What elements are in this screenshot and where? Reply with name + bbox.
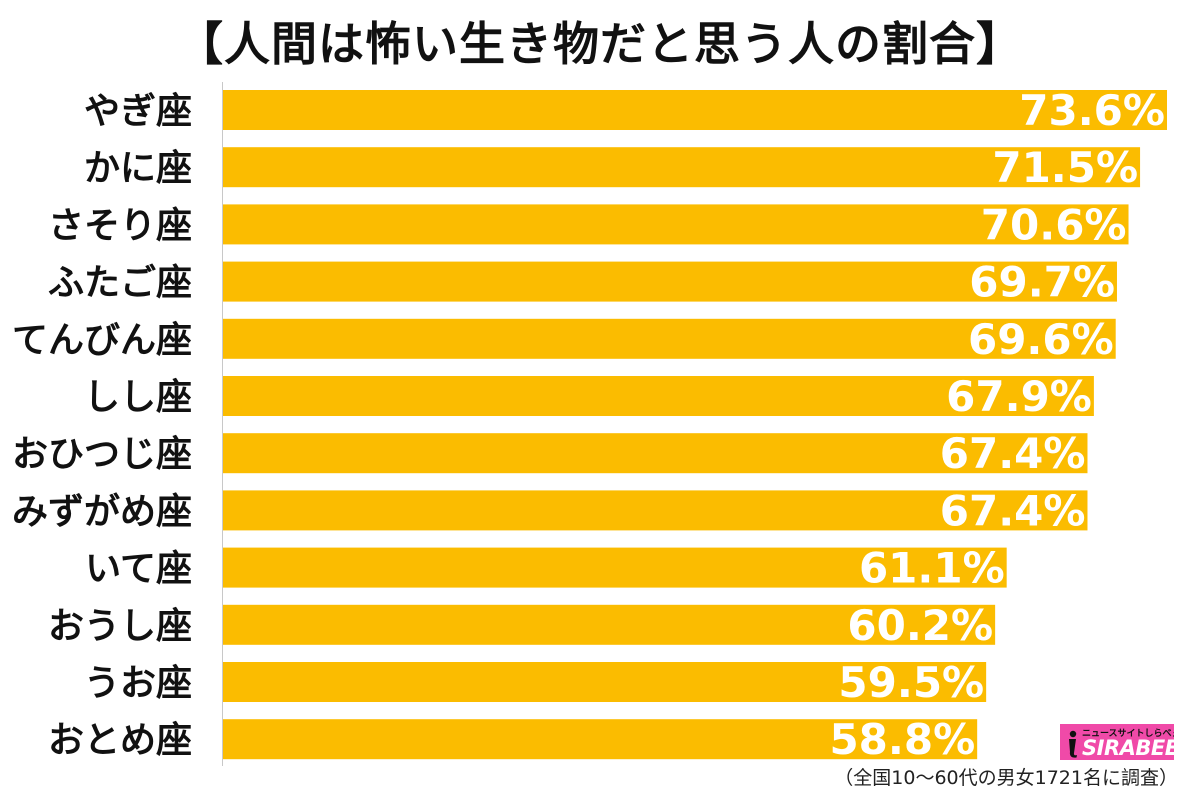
category-label-6: しし座 <box>84 377 192 418</box>
bar-6 <box>223 376 1094 416</box>
category-label-3: さそり座 <box>48 205 192 246</box>
survey-footnote: （全国10〜60代の男女1721名に調査） <box>834 767 1178 789</box>
category-label-1: やぎ座 <box>84 91 192 132</box>
bar-9 <box>223 547 1007 588</box>
value-label-7: 67.4% <box>940 429 1086 478</box>
bar-1 <box>223 90 1167 130</box>
value-label-10: 60.2% <box>847 601 993 650</box>
value-label-11: 59.5% <box>838 658 984 707</box>
category-label-4: ふたご座 <box>48 263 192 304</box>
bar-4 <box>223 261 1117 302</box>
bar-7 <box>223 433 1088 474</box>
bar-10 <box>223 604 996 645</box>
logo-wordmark: SIRABEE <box>1082 736 1174 760</box>
value-label-2: 71.5% <box>992 143 1138 192</box>
bar-12 <box>223 719 978 760</box>
sirabee-logo: ニュースサイトしらべぇ SIRABEE <box>1060 724 1174 760</box>
value-label-1: 73.6% <box>1019 86 1165 135</box>
category-label-7: おひつじ座 <box>12 434 192 475</box>
value-label-5: 69.6% <box>968 315 1114 364</box>
category-label-12: おとめ座 <box>48 720 192 761</box>
value-labels-group: 73.6% 71.5% 70.6% 69.7% 69.6% 67.9% 67.4% 67.4%… <box>829 86 1165 764</box>
value-label-6: 67.9% <box>946 372 1092 421</box>
value-label-3: 70.6% <box>981 200 1127 249</box>
category-label-8: みずがめ座 <box>12 491 192 532</box>
bar-2 <box>223 147 1141 188</box>
value-label-4: 69.7% <box>969 258 1115 307</box>
category-label-2: かに座 <box>84 148 192 189</box>
bar-5 <box>223 318 1116 359</box>
category-labels-group: やぎ座かに座さそり座ふたご座てんびん座しし座おひつじ座みずがめ座いて座おうし座う… <box>12 91 192 761</box>
value-label-9: 61.1% <box>859 544 1005 593</box>
category-label-10: おうし座 <box>48 606 192 647</box>
bar-11 <box>223 662 987 702</box>
bars-group <box>223 90 1167 760</box>
bar-3 <box>223 204 1129 245</box>
logo-tagline: ニュースサイトしらべぇ <box>1082 729 1174 739</box>
bar-8 <box>223 490 1088 531</box>
category-label-9: いて座 <box>85 549 192 590</box>
category-label-11: うお座 <box>84 663 192 704</box>
sirabee-logo-icon <box>1069 730 1077 758</box>
category-label-5: てんびん座 <box>12 320 192 361</box>
value-label-8: 67.4% <box>940 486 1086 535</box>
value-label-12: 58.8% <box>829 715 975 764</box>
chart-title: 【人間は怖い生き物だと思う人の割合】 <box>177 17 1023 71</box>
